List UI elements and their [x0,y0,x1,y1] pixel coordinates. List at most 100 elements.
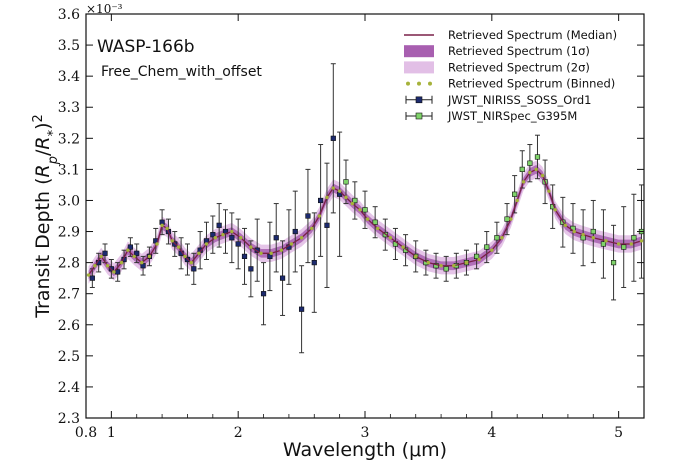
binned-point [604,239,608,243]
legend-label: JWST_NIRSpec_G395M [447,109,577,123]
binned-point [439,264,443,268]
observed-data-layer [89,63,645,354]
legend-label: Retrieved Spectrum (2σ) [448,60,590,74]
nirspec-point [512,191,518,197]
y-tick-label: 3.4 [58,69,80,85]
binned-point [521,180,526,184]
binned-point [452,264,456,268]
binned-point [325,195,329,200]
binned-point [204,242,209,246]
binned-point [591,236,595,240]
binned-point [365,217,370,221]
nirspec-point [494,235,500,241]
binned-point [401,245,405,249]
nirspec-point [534,154,541,160]
binned-point [639,239,644,243]
legend-label: Retrieved Spectrum (Binned) [448,77,615,91]
binned-point [616,242,621,246]
nirspec-point [362,207,368,213]
niriss-point [241,253,248,260]
y-tick-label: 3.0 [58,193,80,209]
nirspec-point [590,228,596,235]
y-axis-title-part: ) [32,122,54,129]
niriss-point [273,235,279,241]
binned-point [239,236,243,240]
nirspec-point [610,260,617,266]
nirspec-point [443,266,449,272]
nirspec-point [527,160,533,166]
y-axis-title-part: p [46,156,61,165]
niriss-point [115,269,121,275]
binned-point [350,201,355,206]
binned-point [132,254,136,259]
binned-point [160,223,164,228]
legend-label: JWST_NIRISS_SOSS_Ord1 [447,93,591,107]
niriss-point [102,250,108,256]
binned-point [477,257,481,262]
x-tick-label: 1 [107,425,116,441]
nirspec-point [343,179,349,185]
legend-binned-swatch [417,81,421,86]
y-axis-title: Transit Depth (Rp/R*)2 [31,114,61,319]
binned-point [249,245,253,249]
binned-point [170,239,174,243]
y-tick-label: 2.4 [58,380,80,396]
x-tick-label: 0.8 [75,425,97,441]
binned-point [534,167,538,172]
y-tick-label: 3.6 [58,7,80,23]
niriss-point [210,232,216,238]
niriss-point [311,260,317,266]
binned-point [197,251,201,255]
binned-point [388,236,393,240]
niriss-point [324,222,330,228]
binned-point [221,232,225,237]
y-tick-label: 3.3 [58,100,80,116]
y-tick-label: 2.9 [58,225,80,241]
chart-subtitle: Free_Chem_with_offset [101,64,262,80]
binned-point [358,208,362,212]
y-axis-multiplier: ×10⁻³ [86,2,123,16]
binned-point [112,270,116,274]
binned-point [540,173,545,178]
nirspec-point [519,166,525,172]
legend-marker-swatch [415,112,423,120]
chart-legend: Retrieved Spectrum (Median) Retrieved Spe… [404,28,617,123]
binned-point [414,254,418,259]
niriss-point [298,306,305,312]
niriss-point [235,241,241,247]
binned-point [165,226,169,231]
legend-marker-swatch [415,96,423,104]
nirspec-point [352,197,358,204]
legend-band-swatch [404,61,434,74]
binned-point [337,189,342,193]
niriss-point [134,250,140,256]
binned-point [93,264,97,268]
y-axis-title-part: 2 [31,114,46,122]
binned-point [572,229,576,234]
nirspec-point [550,204,556,210]
binned-point [629,242,634,246]
binned-point [259,251,263,255]
y-axis-title-part: / [32,149,54,156]
y-tick-label: 2.6 [58,318,80,334]
legend-label: Retrieved Spectrum (Median) [448,28,617,42]
legend-binned-swatch [406,81,410,86]
nirspec-point [433,263,439,269]
binned-point [140,260,144,265]
chart-title: WASP-166b [97,37,195,57]
binned-point [213,236,218,240]
y-tick-label: 2.3 [58,411,80,427]
niriss-point [279,275,286,281]
binned-point [279,248,283,252]
x-axis-title: Wavelength (μm) [283,439,447,461]
binned-point [500,236,504,240]
binned-point [490,248,494,252]
nirspec-point [372,219,378,225]
binned-point [317,214,322,218]
y-axis-title-part: R [32,164,54,177]
binned-point [375,226,380,231]
niriss-point [216,222,222,228]
nirspec-point [473,253,480,260]
x-tick-label: 3 [361,425,370,441]
binned-point [581,232,585,237]
